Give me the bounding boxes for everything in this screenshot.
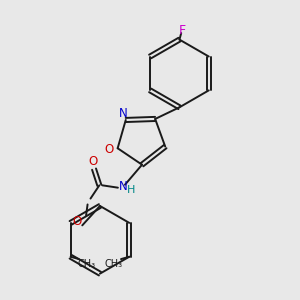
Text: CH₃: CH₃ [77, 260, 95, 269]
Text: O: O [88, 155, 97, 168]
Text: O: O [105, 143, 114, 156]
Text: CH₃: CH₃ [105, 260, 123, 269]
Text: F: F [179, 24, 186, 37]
Text: N: N [118, 107, 127, 120]
Text: N: N [118, 180, 127, 193]
Text: H: H [127, 185, 135, 195]
Text: O: O [73, 215, 82, 228]
